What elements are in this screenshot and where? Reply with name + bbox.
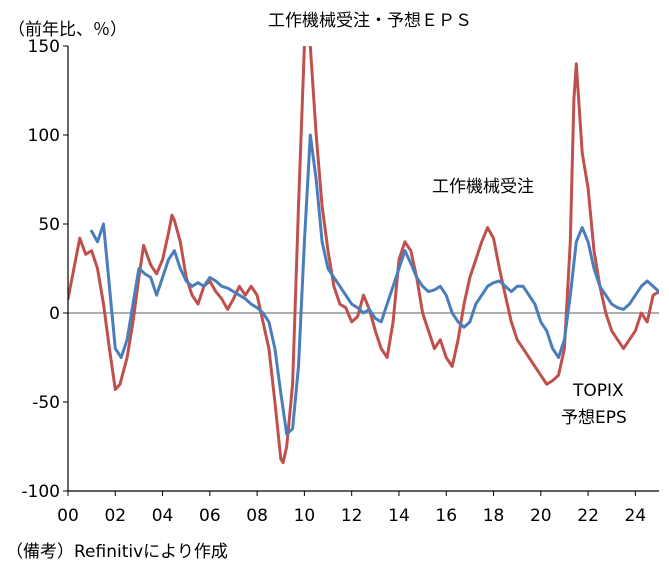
x-tick-label: 16 — [435, 506, 457, 526]
x-tick-label: 14 — [388, 506, 410, 526]
x-tick-label: 22 — [577, 506, 599, 526]
source-note: （備考）Refinitivにより作成 — [6, 542, 228, 562]
series-line-machine-orders — [68, 46, 659, 464]
series-line-topix-eps — [90, 133, 659, 436]
x-tick-labels: 00 02 04 06 08 10 12 14 16 18 20 22 24 — [57, 491, 646, 526]
series-label-eps: 予想EPS — [561, 408, 627, 428]
x-tick-label: 02 — [104, 506, 126, 526]
series-layer — [68, 46, 659, 464]
series-label-topix: TOPIX — [572, 381, 624, 401]
x-tick-label: 06 — [199, 506, 221, 526]
x-tick-label: 18 — [483, 506, 505, 526]
chart-title: 工作機械受注・予想ＥＰＳ — [268, 11, 472, 31]
x-tick-label: 10 — [294, 506, 316, 526]
y-tick-label: 50 — [38, 215, 60, 235]
x-tick-label: 20 — [530, 506, 552, 526]
x-tick-label: 04 — [152, 506, 174, 526]
y-tick-label: -50 — [32, 393, 60, 413]
y-tick-label: 150 — [28, 37, 60, 57]
y-tick-label: -100 — [21, 482, 60, 502]
x-tick-label: 12 — [341, 506, 363, 526]
x-tick-label: 08 — [246, 506, 268, 526]
x-tick-label: 24 — [625, 506, 647, 526]
y-tick-label: 100 — [28, 126, 60, 146]
series-label-machine-orders: 工作機械受注 — [432, 177, 534, 197]
unit-label: （前年比、％） — [8, 20, 127, 40]
y-tick-label: 0 — [49, 304, 60, 324]
y-tick-labels: 150 100 50 0 -50 -100 — [21, 37, 68, 502]
x-tick-label: 00 — [57, 506, 79, 526]
